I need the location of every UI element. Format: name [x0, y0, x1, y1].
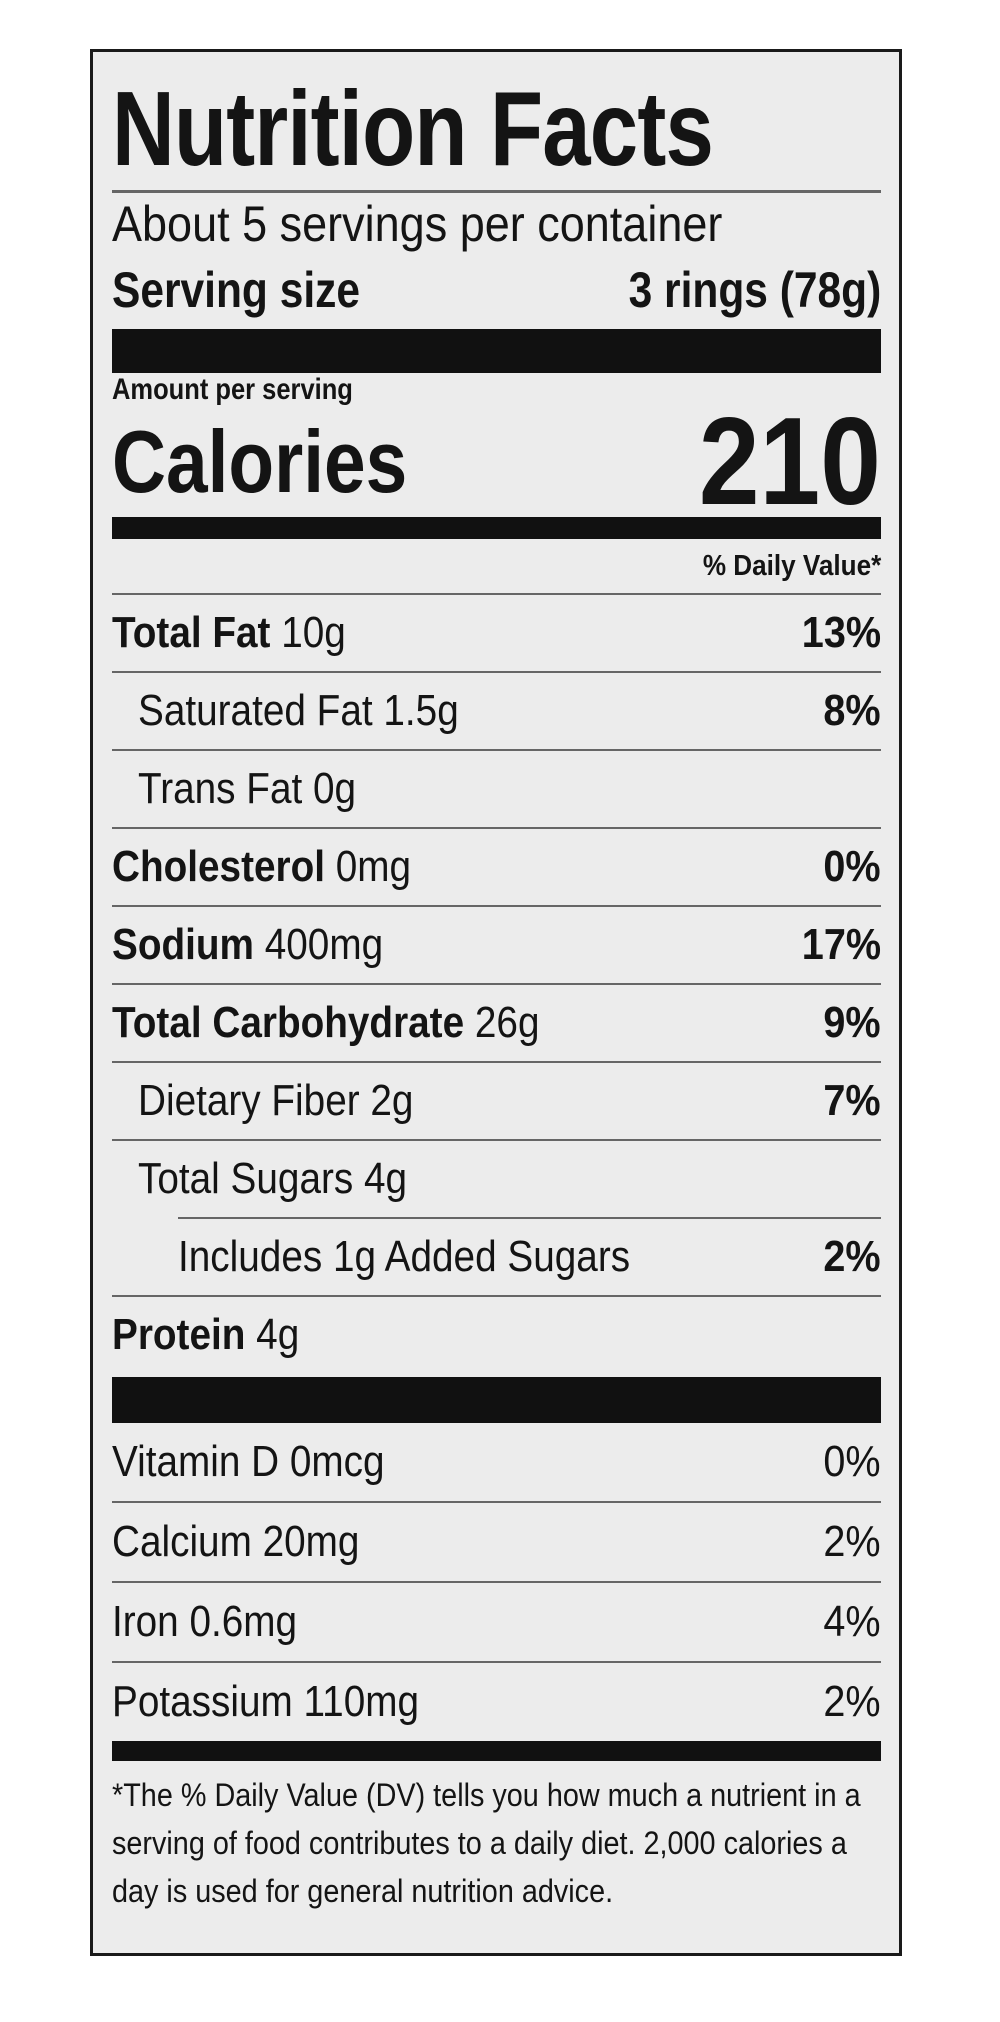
nutrient-row: Total Carbohydrate 26g 9%: [112, 985, 881, 1063]
nutrition-label: Nutrition Facts About 5 servings per con…: [90, 49, 902, 1956]
dv-header-row: % Daily Value*: [112, 539, 881, 595]
nutrient-amount: 4g: [256, 1310, 300, 1359]
nutrient-row: Sodium 400mg 17%: [112, 907, 881, 985]
nutrient-name: Trans Fat: [138, 764, 303, 813]
nutrient-amount: 4g: [363, 1154, 408, 1203]
vitamin-dv: 0%: [823, 1437, 881, 1486]
nutrient-row: Protein 4g: [112, 1297, 881, 1373]
amount-per-serving: Amount per serving: [112, 373, 353, 406]
vitamin-name: Potassium 110mg: [112, 1677, 420, 1726]
vitamin-name: Iron 0.6mg: [112, 1597, 298, 1646]
vitamin-row: Vitamin D 0mcg 0%: [112, 1423, 881, 1503]
calories-value: 210: [698, 393, 881, 531]
divider: [112, 517, 881, 539]
serving-size-value: 3 rings (78g): [628, 262, 881, 318]
nutrient-row: Saturated Fat 1.5g 8%: [112, 673, 881, 751]
vitamin-row: Calcium 20mg 2%: [112, 1503, 881, 1583]
divider: [112, 329, 881, 373]
nutrient-name: Protein: [112, 1310, 246, 1359]
nutrient-amount: 400mg: [264, 920, 384, 969]
nutrient-amount: 0g: [313, 764, 357, 813]
nutrient-dv: 17%: [801, 920, 881, 969]
nutrient-row: Dietary Fiber 2g 7%: [112, 1063, 881, 1141]
nutrient-name: Saturated Fat: [138, 686, 373, 735]
nutrient-row: Total Sugars 4g: [138, 1141, 881, 1219]
nutrient-name: Cholesterol: [112, 842, 326, 891]
vitamin-dv: 2%: [823, 1517, 881, 1566]
footnote: *The % Daily Value (DV) tells you how mu…: [112, 1777, 861, 1909]
serving-size-row: Serving size 3 rings (78g): [112, 255, 881, 325]
nutrient-amount: 0mg: [335, 842, 412, 891]
nutrient-name: Total Carbohydrate: [112, 998, 465, 1047]
nutrient-dv: 9%: [823, 998, 881, 1047]
servings: About 5 servings per container: [112, 196, 723, 252]
nutrient-dv: 8%: [823, 686, 881, 735]
amount-row: Amount per serving: [112, 373, 881, 407]
nutrient-amount: 26g: [474, 998, 540, 1047]
nutrient-name: Total Sugars: [138, 1154, 354, 1203]
title-row: Nutrition Facts: [112, 52, 881, 182]
nutrient-name: Includes 1g Added Sugars: [178, 1232, 631, 1281]
vitamin-name: Vitamin D 0mcg: [112, 1437, 385, 1486]
divider: [112, 1377, 881, 1423]
title: Nutrition Facts: [112, 70, 714, 188]
vitamin-dv: 4%: [823, 1597, 881, 1646]
nutrient-amount: 1.5g: [383, 686, 459, 735]
nutrient-name: Dietary Fiber: [138, 1076, 360, 1125]
nutrient-amount: 2g: [370, 1076, 414, 1125]
calories-label: Calories: [112, 412, 408, 511]
nutrient-amount: 10g: [281, 608, 346, 657]
dv-header: % Daily Value*: [702, 549, 881, 582]
footnote-block: *The % Daily Value (DV) tells you how mu…: [112, 1761, 881, 1915]
servings-row: About 5 servings per container: [112, 190, 881, 255]
vitamin-row: Potassium 110mg 2%: [112, 1663, 881, 1741]
nutrient-dv: 2%: [823, 1232, 881, 1281]
nutrient-dv: 0%: [823, 842, 881, 891]
nutrient-name: Sodium: [112, 920, 254, 969]
nutrient-row: Cholesterol 0mg 0%: [112, 829, 881, 907]
nutrient-dv: 13%: [801, 608, 881, 657]
vitamin-dv: 2%: [823, 1677, 881, 1726]
nutrient-dv: 7%: [823, 1076, 881, 1125]
serving-size-label: Serving size: [112, 262, 361, 318]
calories-row: Calories 210: [112, 393, 881, 531]
divider: [112, 1741, 881, 1761]
nutrient-name: Total Fat: [112, 608, 271, 657]
vitamin-name: Calcium 20mg: [112, 1517, 360, 1566]
nutrient-row: Includes 1g Added Sugars 2%: [112, 1219, 881, 1297]
nutrient-row: Trans Fat 0g: [112, 751, 881, 829]
nutrient-row: Total Fat 10g 13%: [112, 595, 881, 673]
vitamin-row: Iron 0.6mg 4%: [112, 1583, 881, 1663]
